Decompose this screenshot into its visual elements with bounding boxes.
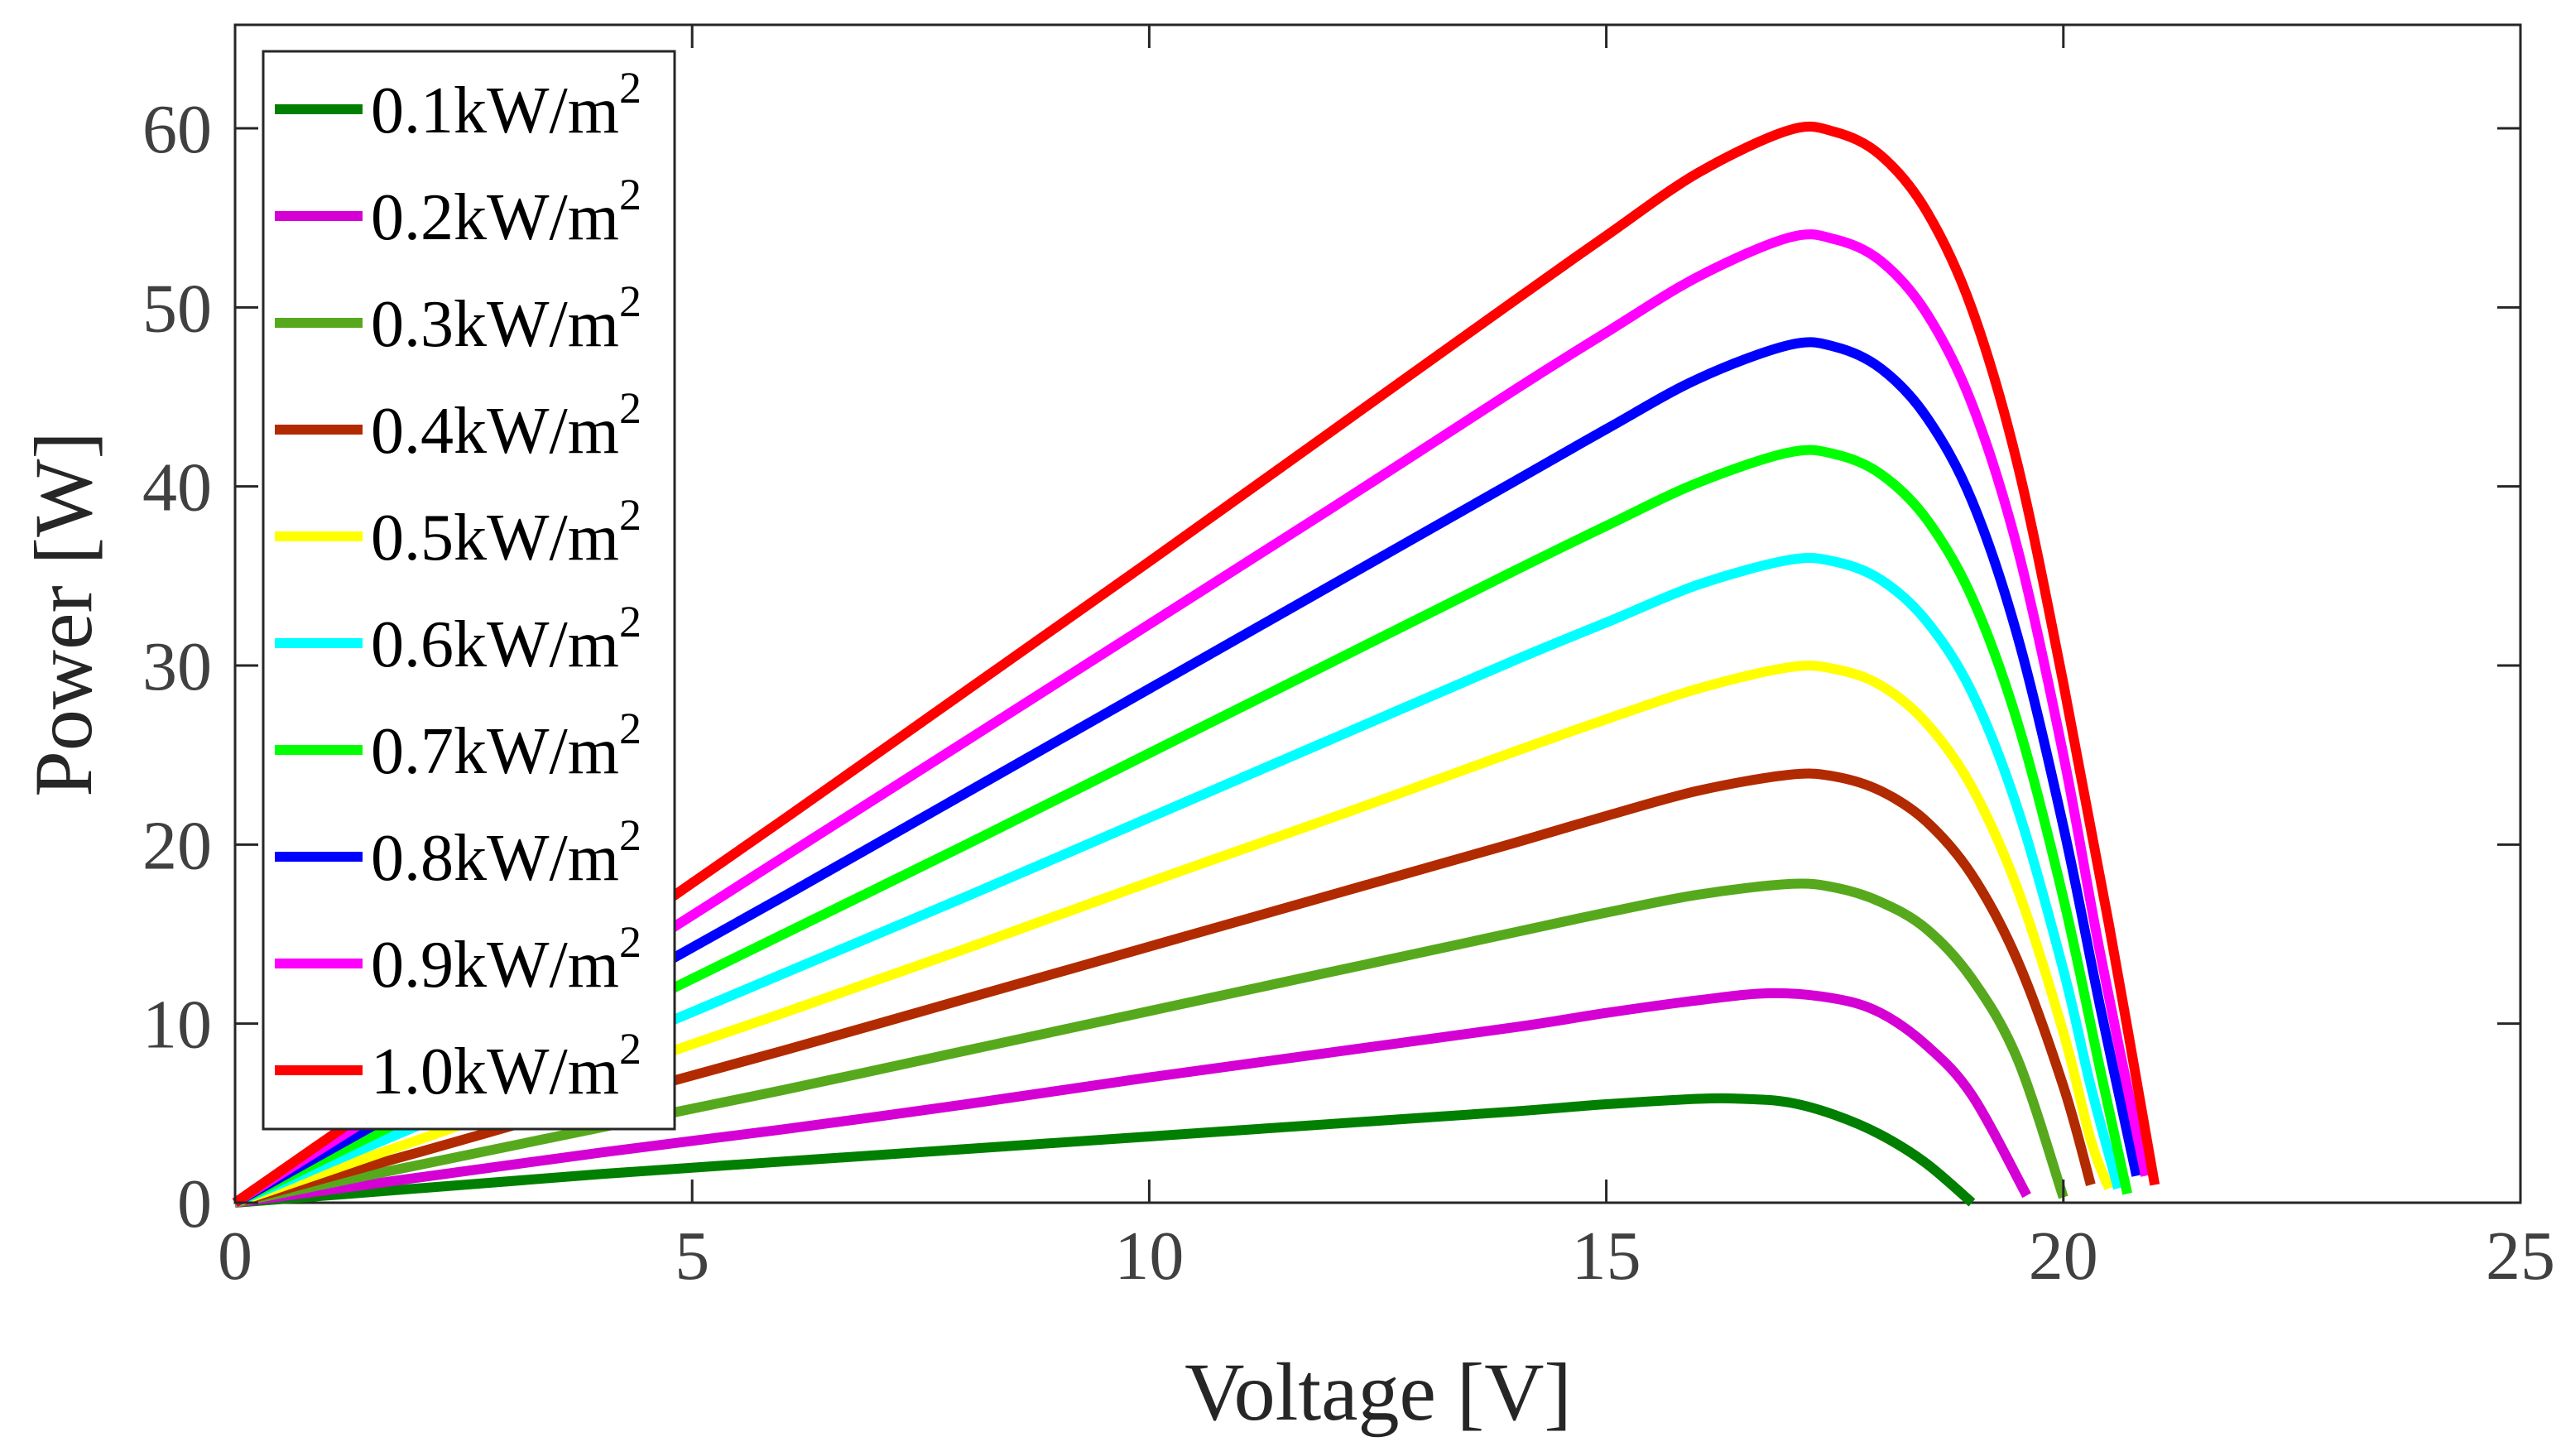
series-line-6 <box>233 444 2132 1208</box>
x-tick-label: 10 <box>1114 1218 1184 1295</box>
ticks-layer: 0 5 10 15 20 25 0 10 20 30 40 50 60 <box>142 25 2555 1295</box>
series-line-7 <box>233 337 2142 1208</box>
x-tick-label: 5 <box>675 1218 709 1295</box>
x-tick-label: 0 <box>218 1218 252 1295</box>
series-line-1 <box>234 987 2031 1208</box>
legend-label-8: 0.9kW/m2 <box>371 917 641 1002</box>
legend-label-4: 0.5kW/m2 <box>371 490 641 574</box>
y-tick-label: 20 <box>142 807 212 884</box>
legend-label-5: 0.6kW/m2 <box>371 597 641 681</box>
legend-label-7: 0.8kW/m2 <box>371 810 641 895</box>
y-tick-label: 0 <box>177 1165 212 1242</box>
x-tick-label: 20 <box>2029 1218 2098 1295</box>
x-tick-label: 25 <box>2486 1218 2555 1295</box>
series-line-9 <box>232 121 2160 1207</box>
x-axis-title: Voltage [V] <box>1184 1346 1571 1438</box>
y-tick-label: 10 <box>142 987 212 1064</box>
legend-label-2: 0.3kW/m2 <box>371 276 641 361</box>
y-axis-title: Power [W] <box>17 431 109 797</box>
y-tick-label: 30 <box>142 628 212 705</box>
y-tick-label: 40 <box>142 449 212 526</box>
legend: 0.1kW/m2 0.2kW/m2 0.3kW/m2 0.4kW/m2 0.5kW/m2… <box>262 50 676 1131</box>
series-line-0 <box>234 1093 1976 1208</box>
x-tick-label: 15 <box>1572 1218 1641 1295</box>
series-line-8 <box>232 229 2151 1208</box>
y-tick-label: 50 <box>142 270 212 347</box>
legend-label-9: 1.0kW/m2 <box>371 1024 641 1108</box>
legend-box <box>262 50 676 1131</box>
legend-label-0: 0.1kW/m2 <box>371 63 641 147</box>
series-line-4 <box>233 661 2114 1208</box>
legend-label-1: 0.2kW/m2 <box>371 170 641 254</box>
legend-label-3: 0.4kW/m2 <box>371 383 641 468</box>
series-line-5 <box>233 552 2123 1208</box>
series-layer <box>232 121 2160 1208</box>
legend-label-6: 0.7kW/m2 <box>371 704 641 788</box>
y-tick-label: 60 <box>142 91 212 168</box>
